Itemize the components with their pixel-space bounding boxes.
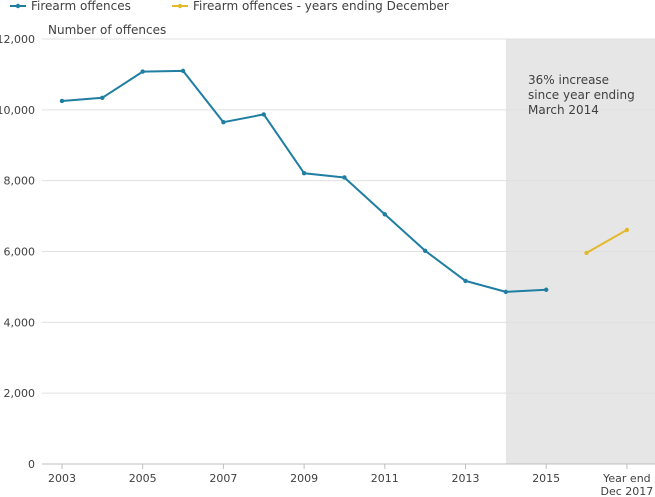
annotation-text: 36% increase [528, 73, 609, 87]
data-point [261, 112, 266, 117]
y-tick-label: 6,000 [4, 246, 36, 259]
y-axis-label: Number of offences [48, 23, 166, 37]
data-point [503, 289, 509, 295]
y-tick-label: 8,000 [4, 175, 36, 188]
data-point [624, 227, 630, 233]
y-tick-label: 2,000 [4, 387, 36, 400]
data-point [180, 68, 186, 74]
x-tick-label: Dec 2017 [601, 485, 654, 497]
data-point [59, 98, 65, 104]
data-point [342, 175, 347, 180]
legend-label: Firearm offences [31, 0, 131, 13]
y-tick-label: 12,000 [0, 33, 35, 46]
data-point [301, 171, 307, 176]
data-point [463, 278, 468, 284]
x-tick-label: 2011 [371, 472, 399, 485]
y-tick-label: 4,000 [4, 316, 36, 329]
x-tick-label: Year end [602, 472, 651, 485]
data-point [584, 250, 589, 256]
series-line-firearm-offences [61, 69, 547, 293]
annotation-text: since year ending [528, 88, 635, 102]
x-tick-label: 2015 [532, 472, 560, 485]
x-tick-label: 2007 [209, 472, 237, 485]
data-point [422, 248, 428, 253]
data-point [382, 212, 387, 217]
legend-label: Firearm offences - years ending December [193, 0, 449, 13]
legend-marker [177, 3, 183, 9]
x-tick-label: 2003 [48, 472, 76, 485]
data-point [221, 120, 226, 125]
legend-marker [15, 3, 21, 9]
legend-item-years-ending-december[interactable]: Firearm offences - years ending December [172, 0, 449, 13]
y-tick-label: 0 [28, 458, 35, 471]
data-point [140, 69, 145, 74]
x-tick-label: 2009 [290, 472, 318, 485]
x-tick-label: 2005 [129, 472, 157, 485]
data-point [544, 287, 549, 292]
x-tick-label: 2013 [452, 472, 480, 485]
annotation-text: March 2014 [528, 103, 599, 117]
data-point [100, 95, 105, 100]
series-line-years-ending-december [586, 229, 628, 254]
legend-item-firearm-offences[interactable]: Firearm offences [10, 0, 131, 13]
y-tick-label: 10,000 [0, 104, 35, 117]
